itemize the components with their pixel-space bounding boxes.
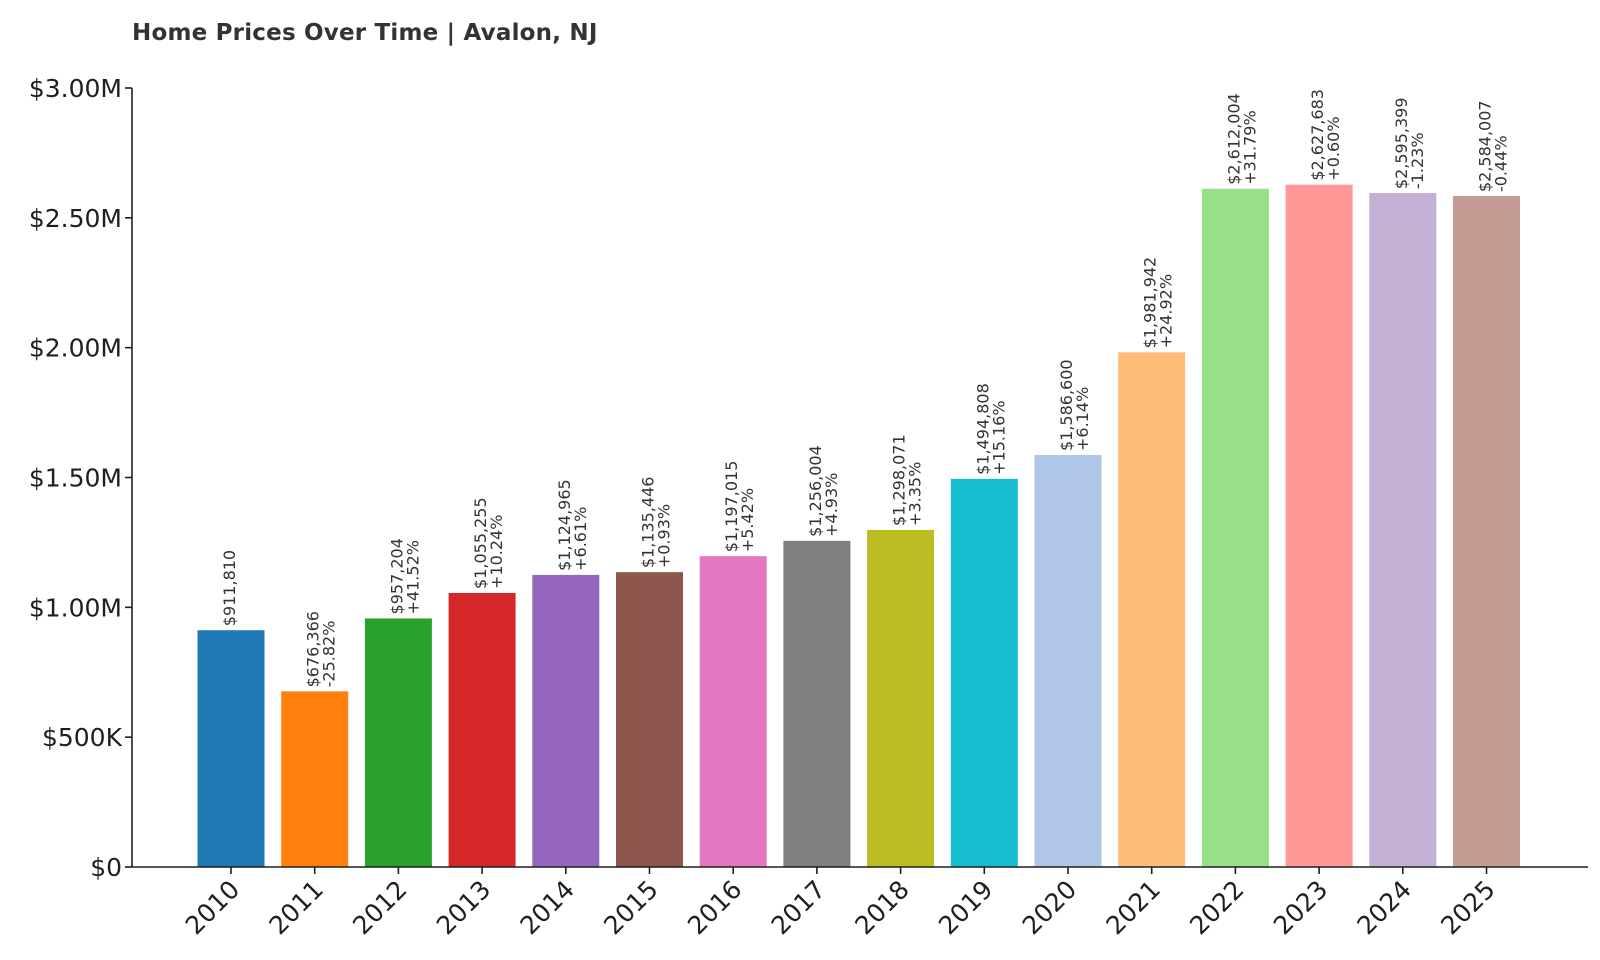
bars-group [197, 184, 1520, 867]
change-label: +31.79% [1240, 110, 1259, 184]
bar-2024 [1369, 193, 1437, 867]
bar-2019 [950, 478, 1018, 867]
change-label: +41.52% [403, 540, 422, 614]
change-label: +4.93% [822, 473, 841, 537]
bar-2013 [448, 592, 516, 867]
change-label: -0.44% [1492, 135, 1511, 192]
y-tick-label: $1.50M [29, 464, 122, 493]
y-tick-label: $500K [42, 723, 123, 752]
x-tick-label: 2017 [766, 875, 831, 940]
change-label: +3.35% [906, 462, 925, 526]
data-labels-group: $911,810 $676,366-25.82% $957,204+41.52% $1… [220, 89, 1511, 687]
x-tick-label: 2013 [431, 875, 496, 940]
x-tick-label: 2022 [1184, 875, 1249, 940]
y-tick-label: $2.00M [29, 334, 122, 363]
value-label: $1,124,965 [555, 479, 574, 571]
x-tick-label: 2011 [263, 875, 328, 940]
change-label: +0.93% [655, 504, 674, 568]
value-label: $2,627,683 [1308, 89, 1327, 181]
bar-2018 [867, 529, 935, 867]
value-label: $2,612,004 [1224, 93, 1243, 185]
y-tick-label: $1.00M [29, 593, 122, 622]
value-label: $1,494,808 [973, 383, 992, 475]
bar-2020 [1034, 455, 1102, 867]
chart-title: Home Prices Over Time | Avalon, NJ [132, 20, 598, 46]
x-tick-label: 2024 [1352, 875, 1417, 940]
change-label: +6.14% [1073, 387, 1092, 451]
change-label: -25.82% [320, 621, 339, 688]
x-tick-label: 2015 [598, 875, 663, 940]
bar-2014 [532, 574, 600, 867]
value-label: $1,135,446 [639, 477, 658, 569]
bar-2025 [1453, 196, 1520, 867]
change-label: +0.60% [1324, 116, 1343, 180]
x-tick-label: 2010 [180, 875, 245, 940]
value-label: $676,366 [304, 611, 323, 687]
y-tick-label: $2.50M [29, 204, 122, 233]
value-label: $2,595,399 [1392, 97, 1411, 189]
value-label: $1,256,004 [806, 445, 825, 537]
x-tick-label: 2023 [1268, 875, 1333, 940]
change-label: +6.61% [571, 507, 590, 571]
x-tick-label: 2018 [849, 875, 914, 940]
x-tick-label: 2012 [347, 875, 412, 940]
value-label: $1,197,015 [722, 461, 741, 553]
value-label: $2,584,007 [1476, 100, 1495, 192]
value-label: $1,981,942 [1141, 257, 1160, 349]
value-label: $1,055,255 [471, 497, 490, 589]
change-label: +24.92% [1157, 274, 1176, 348]
y-tick-label: $3.00M [29, 74, 122, 103]
value-label: $1,586,600 [1057, 359, 1076, 451]
bar-2023 [1285, 184, 1353, 867]
x-tick-label: 2019 [933, 875, 998, 940]
bar-2010 [197, 630, 265, 867]
change-label: +10.24% [487, 515, 506, 589]
x-tick-label: 2016 [682, 875, 747, 940]
bar-2022 [1201, 188, 1269, 867]
change-label: +15.16% [989, 400, 1008, 474]
x-tick-label: 2021 [1100, 875, 1165, 940]
y-ticks-group: $0 $500K $1.00M $1.50M $2.00M $2.50M $3.00M [29, 74, 132, 882]
x-ticks-group: 2010 2011 2012 2013 2014 2015 2016 2017 2018 2019… [180, 867, 1501, 940]
y-tick-label: $0 [90, 853, 122, 882]
x-tick-label: 2025 [1435, 875, 1500, 940]
bar-2021 [1118, 352, 1186, 867]
bar-2017 [783, 540, 851, 867]
value-label: $911,810 [220, 550, 239, 626]
x-tick-label: 2020 [1017, 875, 1082, 940]
bar-2011 [281, 691, 349, 867]
bar-2016 [699, 556, 767, 867]
bar-2012 [364, 618, 432, 867]
value-label: $1,298,071 [890, 434, 909, 526]
bar-2015 [616, 572, 683, 867]
x-tick-label: 2014 [515, 875, 580, 940]
change-label: -1.23% [1408, 132, 1427, 189]
change-label: +5.42% [738, 488, 757, 552]
value-label: $957,204 [387, 538, 406, 614]
